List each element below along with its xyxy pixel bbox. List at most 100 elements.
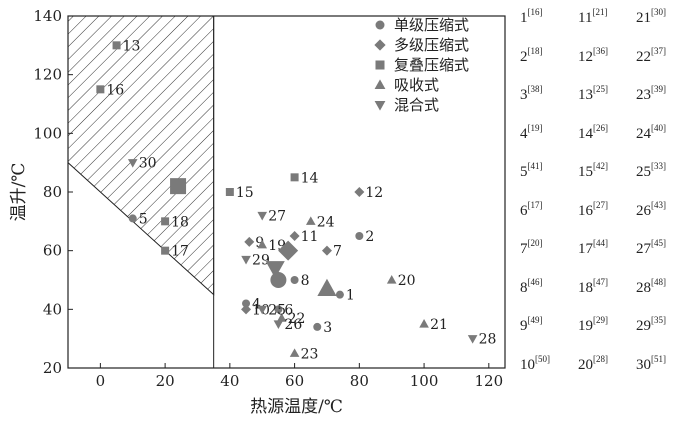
y-tick-label: 40 bbox=[43, 300, 62, 318]
x-tick-label: 120 bbox=[474, 372, 503, 390]
data-point-label: 9 bbox=[255, 235, 264, 251]
reference-cell: 4[19] bbox=[520, 122, 543, 142]
legend-label: 混合式 bbox=[394, 96, 439, 114]
data-point-30 bbox=[127, 159, 138, 168]
reference-cell: 15[42] bbox=[578, 161, 608, 180]
data-point-label: 6 bbox=[284, 302, 293, 318]
data-point-label: 17 bbox=[171, 244, 189, 260]
reference-table: 1[16] 11[21] 21[30] 2[18] 12[36] 22[37] 3[38] 1… bbox=[520, 7, 696, 393]
x-tick-label: 40 bbox=[220, 372, 239, 390]
reference-cell: 12[36] bbox=[578, 45, 608, 65]
data-point-6 bbox=[274, 305, 283, 314]
reference-row: 7[20] 17[44] 27[45] bbox=[520, 238, 696, 278]
reference-cell: 7[20] bbox=[520, 238, 543, 257]
data-point-label: 21 bbox=[430, 317, 448, 333]
data-point-label: 27 bbox=[268, 208, 286, 224]
reference-row: 6[17] 16[27] 26[43] bbox=[520, 199, 696, 240]
x-axis-title: 热源温度/℃ bbox=[250, 397, 343, 417]
data-point-3 bbox=[313, 322, 322, 331]
data-point-23 bbox=[289, 348, 300, 357]
data-point-label: 1 bbox=[346, 288, 355, 304]
mean-marker-square bbox=[170, 178, 187, 195]
y-tick-label: 20 bbox=[43, 359, 62, 377]
reference-cell: 17[44] bbox=[578, 238, 608, 257]
reference-cell: 8[46] bbox=[520, 276, 543, 296]
x-tick-label: 20 bbox=[156, 372, 175, 390]
data-point-label: 12 bbox=[365, 185, 383, 201]
reference-cell: 16[27] bbox=[578, 199, 608, 219]
data-point-label: 26 bbox=[284, 317, 302, 333]
data-point-8 bbox=[290, 276, 299, 284]
reference-row: 5[41] 15[42] 25[33] bbox=[520, 161, 696, 201]
reference-cell: 1[16] bbox=[520, 7, 543, 26]
reference-cell: 11[21] bbox=[578, 7, 608, 26]
x-tick-label: 80 bbox=[350, 372, 369, 390]
data-point-label: 28 bbox=[479, 332, 497, 348]
mean-marker-circle bbox=[270, 272, 287, 288]
data-point-label: 15 bbox=[236, 185, 254, 201]
data-point-label: 25 bbox=[268, 302, 286, 318]
data-point-label: 2 bbox=[365, 229, 374, 245]
reference-cell: 18[47] bbox=[578, 276, 608, 296]
data-point-24 bbox=[305, 216, 316, 225]
reference-cell: 26[43] bbox=[636, 199, 666, 219]
reference-cell: 3[38] bbox=[520, 84, 543, 103]
data-point-label: 20 bbox=[398, 273, 416, 289]
reference-cell: 5[41] bbox=[520, 161, 543, 180]
data-point-9 bbox=[244, 236, 255, 247]
data-point-label: 4 bbox=[252, 296, 261, 312]
reference-cell: 19[29] bbox=[578, 315, 608, 334]
reference-cell: 20[28] bbox=[578, 353, 608, 373]
reference-cell: 6[17] bbox=[520, 199, 543, 219]
reference-row: 4[19] 14[26] 24[40] bbox=[520, 122, 696, 163]
data-point-1 bbox=[335, 290, 344, 299]
reference-cell: 2[18] bbox=[520, 45, 543, 65]
data-point-14 bbox=[290, 173, 299, 182]
mean-marker-triangle-down bbox=[265, 261, 285, 279]
data-point-27 bbox=[257, 211, 268, 221]
mean-marker-triangle-up bbox=[317, 278, 337, 296]
data-point-label: 23 bbox=[301, 346, 319, 362]
data-point-label: 22 bbox=[288, 311, 306, 327]
reference-cell: 10[50] bbox=[520, 353, 550, 373]
reference-cell: 21[30] bbox=[636, 7, 666, 26]
data-point-label: 11 bbox=[301, 229, 319, 245]
data-point-label: 30 bbox=[139, 156, 157, 172]
reference-cell: 29[35] bbox=[636, 315, 666, 334]
reference-row: 3[38] 13[25] 23[39] bbox=[520, 84, 696, 124]
data-point-15 bbox=[225, 188, 234, 196]
legend-marker bbox=[374, 79, 386, 90]
reference-row: 1[16] 11[21] 21[30] bbox=[520, 7, 696, 47]
legend-marker bbox=[374, 100, 386, 111]
data-point-5 bbox=[128, 214, 137, 223]
reference-cell: 9[49] bbox=[520, 315, 543, 334]
data-point-21 bbox=[419, 319, 429, 328]
data-point-13 bbox=[112, 41, 121, 50]
reference-cell: 28[48] bbox=[636, 276, 666, 296]
reference-cell: 24[40] bbox=[636, 122, 666, 142]
data-point-label: 8 bbox=[301, 273, 310, 289]
reference-row: 2[18] 12[36] 22[37] bbox=[520, 45, 696, 86]
data-point-28 bbox=[467, 335, 478, 344]
legend-marker bbox=[375, 20, 385, 30]
mean-marker-diamond bbox=[278, 240, 299, 261]
y-tick-label: 60 bbox=[43, 242, 62, 260]
data-point-11 bbox=[289, 231, 300, 241]
legend-label: 复叠压缩式 bbox=[394, 56, 469, 74]
data-point-18 bbox=[161, 217, 170, 226]
data-point-label: 29 bbox=[252, 252, 270, 268]
reference-cell: 30[51] bbox=[636, 353, 666, 373]
data-point-26 bbox=[273, 320, 284, 329]
legend-label: 吸收式 bbox=[394, 76, 439, 94]
y-axis-title: 温升/℃ bbox=[9, 163, 29, 222]
data-point-16 bbox=[96, 85, 105, 94]
x-tick-label: 60 bbox=[285, 372, 304, 390]
data-point-4 bbox=[242, 299, 251, 308]
y-tick-label: 80 bbox=[43, 183, 62, 201]
scatter-plot: 0 20 40 60 80 100 12020406080100120140热源温度/℃温升… bbox=[9, 7, 506, 417]
reference-cell: 13[25] bbox=[578, 84, 608, 103]
data-point-label: 13 bbox=[123, 38, 141, 54]
y-tick-label: 140 bbox=[33, 7, 62, 25]
data-point-17 bbox=[161, 246, 170, 255]
data-point-20 bbox=[386, 275, 397, 284]
